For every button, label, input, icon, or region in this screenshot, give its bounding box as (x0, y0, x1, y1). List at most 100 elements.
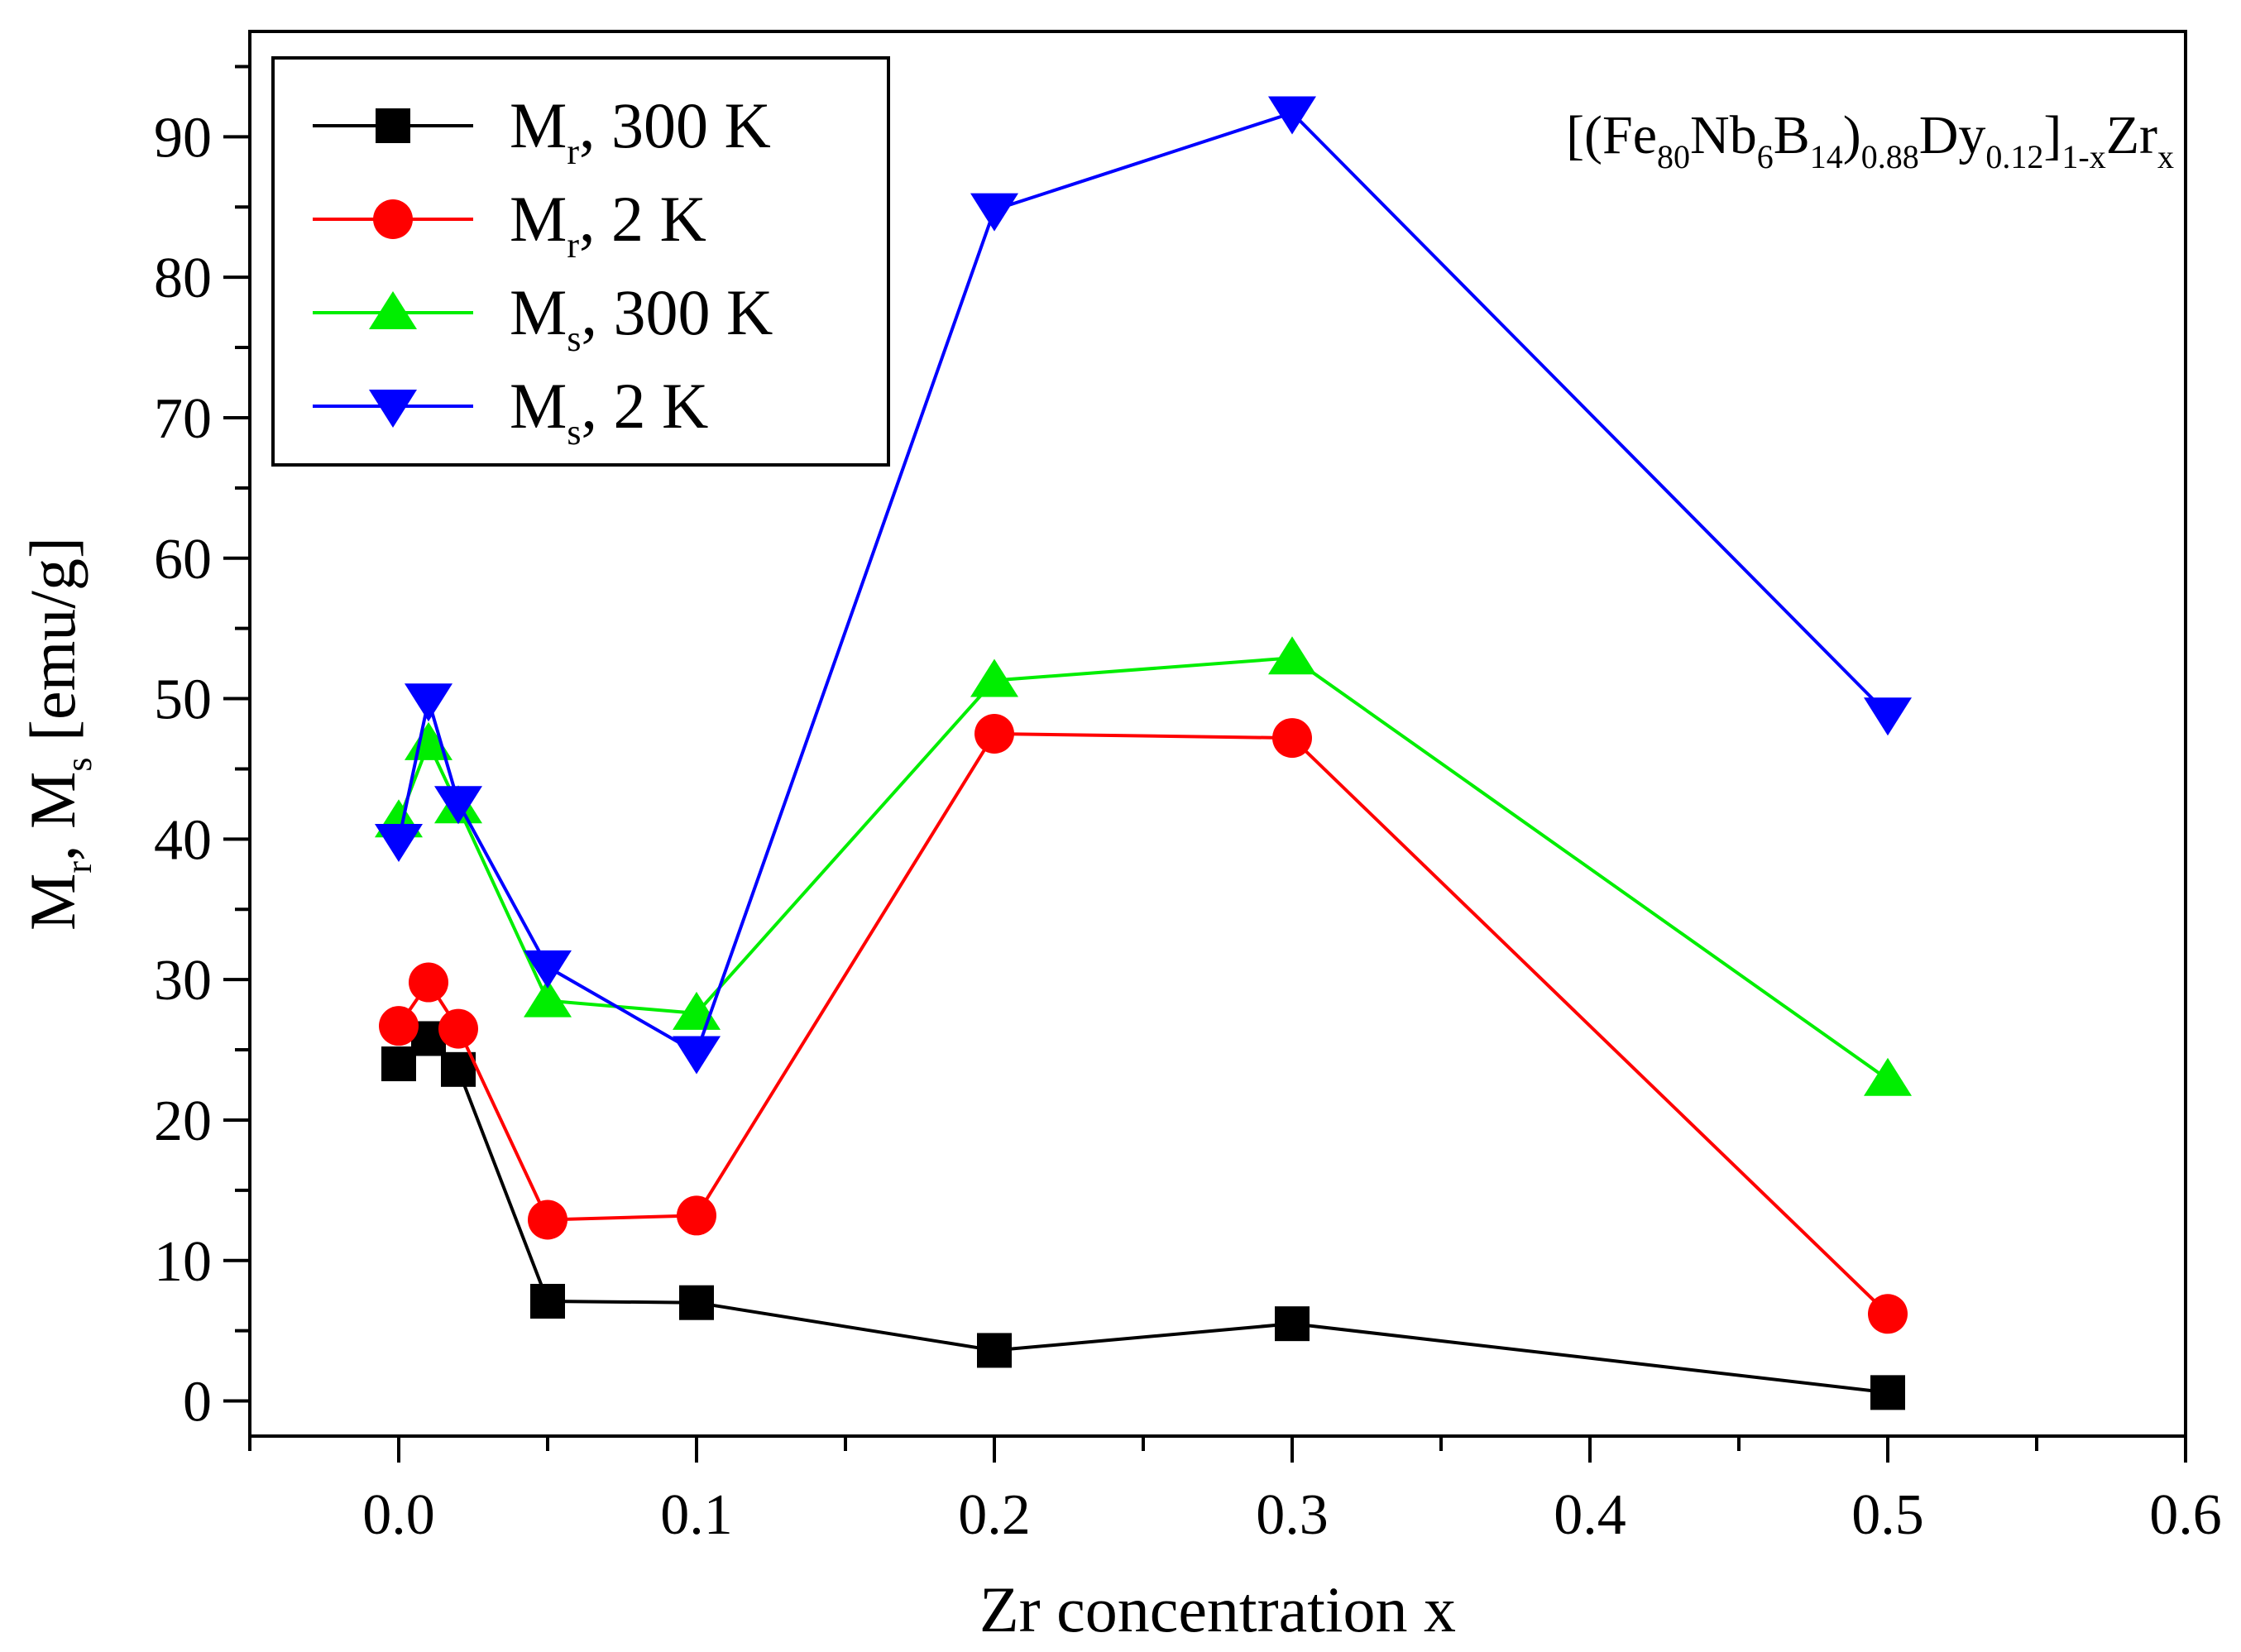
data-point (530, 1283, 565, 1319)
formula-subscript: 14 (1810, 138, 1843, 175)
data-point (1868, 1294, 1908, 1334)
formula-text: Dy (1919, 105, 1986, 165)
series-line (397, 1036, 1889, 1395)
legend-symbol: M (510, 370, 567, 442)
legend-label: Mr, 300 K (510, 89, 771, 172)
data-point (409, 962, 448, 1003)
formula-subscript: 0.88 (1861, 138, 1919, 175)
data-point (405, 683, 453, 722)
data-point (434, 786, 482, 825)
series-line (397, 731, 1889, 1315)
legend-marker (373, 199, 413, 239)
legend-item: Ms, 300 K (313, 276, 773, 359)
data-point (381, 1046, 416, 1082)
formula-subscript: 80 (1657, 138, 1690, 175)
data-point (524, 979, 572, 1018)
series-0 (381, 1021, 1905, 1410)
legend-item: Ms, 2 K (313, 370, 708, 453)
axes: 0.0 0.1 0.2 0.3 0.4 0.5 0.6 0 10 20 30 40 50 60 70 80 90 (154, 65, 2222, 1547)
legend-subscript: s (567, 412, 581, 453)
x-tick-label: 0.2 (958, 1483, 1031, 1547)
legend-marker (376, 108, 410, 143)
formula-subscript: 1-x (2061, 138, 2105, 175)
legend: Mr, 300 KMr, 2 KMs, 300 KMs, 2 K (271, 56, 890, 467)
legend-subscript: r (567, 132, 579, 172)
formula-text: ] (2043, 105, 2061, 165)
ylabel-text: M (17, 874, 89, 931)
x-tick-label: 0.4 (1554, 1483, 1626, 1547)
data-point (1870, 1375, 1905, 1410)
y-tick-label: 80 (154, 247, 212, 310)
series-3 (375, 96, 1912, 1075)
legend-marker (369, 291, 417, 329)
y-tick-label: 40 (154, 808, 212, 872)
data-point (1864, 697, 1912, 736)
legend-label: Mr, 2 K (510, 183, 706, 266)
legend-rest: , 2 K (581, 370, 708, 442)
legend-subscript: s (567, 318, 581, 359)
y-tick-label: 0 (183, 1371, 212, 1434)
formula-text: Nb (1690, 105, 1757, 165)
ylabel-text: , M (17, 772, 89, 861)
y-tick-label: 70 (154, 387, 212, 451)
x-tick-label: 0.1 (660, 1483, 733, 1547)
data-point (379, 1006, 419, 1046)
legend-rest: , 2 K (579, 183, 706, 255)
series-line (397, 656, 1889, 1081)
data-point (375, 824, 423, 863)
y-tick-label: 20 (154, 1089, 212, 1153)
data-point (1268, 96, 1316, 135)
data-point (441, 1051, 476, 1087)
legend-symbol: M (510, 183, 567, 255)
legend-label: Ms, 2 K (510, 370, 708, 453)
legend-subscript: r (567, 225, 579, 266)
formula-text: Zr (2106, 105, 2157, 165)
y-tick-label: 60 (154, 528, 212, 591)
x-axis-title: Zr concentration x (979, 1573, 1456, 1645)
data-point (677, 1195, 716, 1236)
y-tick-label: 50 (154, 668, 212, 732)
x-tick-label: 0.3 (1256, 1483, 1329, 1547)
ylabel-text: [emu/g] (17, 537, 89, 757)
legend-rest: , 300 K (581, 276, 773, 348)
formula-text: ) (1843, 105, 1861, 165)
data-point (1268, 636, 1316, 675)
y-tick-label: 30 (154, 949, 212, 1013)
legend-item: Mr, 2 K (313, 183, 706, 266)
formula-subscript: 6 (1757, 138, 1774, 175)
legend-marker (369, 390, 417, 428)
data-point (977, 1333, 1012, 1368)
legend-rest: , 300 K (579, 89, 771, 161)
y-tick-label: 90 (154, 106, 212, 170)
data-point (1864, 1057, 1912, 1096)
formula-subscript: 0.12 (1985, 138, 2043, 175)
data-point (679, 1285, 714, 1320)
formula-subscript: x (2157, 138, 2174, 175)
data-point (524, 950, 572, 989)
y-tick-label: 10 (154, 1230, 212, 1294)
formula-text: [(Fe (1566, 105, 1657, 165)
series-layer (375, 96, 1912, 1410)
x-tick-label: 0.5 (1851, 1483, 1924, 1547)
legend-symbol: M (510, 276, 567, 348)
data-point (970, 658, 1018, 697)
series-1 (379, 714, 1908, 1334)
legend-symbol: M (510, 89, 567, 161)
series-2 (375, 636, 1912, 1096)
data-point (438, 1008, 478, 1049)
ylabel-subscript: r (59, 861, 99, 874)
legend-label: Ms, 300 K (510, 276, 773, 359)
legend-item: Mr, 300 K (313, 89, 771, 172)
data-point (970, 193, 1018, 232)
y-axis-title: Mr​, Ms​ [emu/g] (17, 537, 99, 931)
data-point (974, 714, 1014, 754)
data-point (673, 1036, 721, 1075)
data-point (528, 1199, 567, 1240)
data-point (1272, 718, 1312, 759)
x-tick-label: 0.6 (2149, 1483, 2222, 1547)
formula-text: B (1774, 105, 1810, 165)
formula-label: [(Fe80​Nb6​B14​)0.88​Dy0.12​]1-x​Zrx​ (1566, 105, 2174, 175)
series-line (397, 111, 1889, 1056)
x-tick-label: 0.0 (362, 1483, 435, 1547)
